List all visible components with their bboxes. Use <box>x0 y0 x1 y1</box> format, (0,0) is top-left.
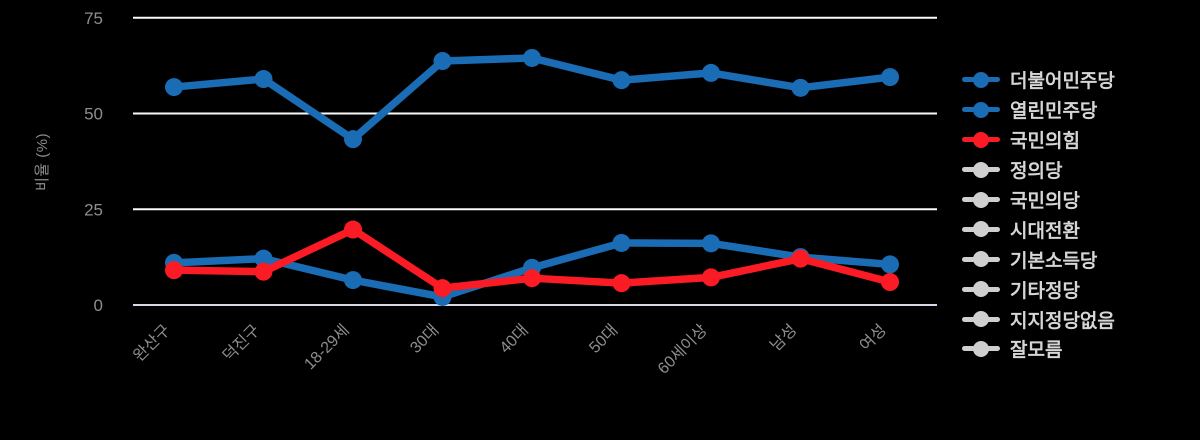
x-tick-label: 30대 <box>407 321 443 357</box>
data-point <box>344 271 362 290</box>
x-tick-labels: 완산구 덕진구 18-29세 30대 40대 50대 60세이상 남성 여성 <box>130 321 890 378</box>
legend-item-label: 열린민주당 <box>1010 101 1098 123</box>
legend-line-marker-icon <box>962 220 1000 238</box>
legend-item-지지정당없음[interactable]: 지지정당없음 <box>962 304 1115 334</box>
x-tick-label: 50대 <box>586 321 622 357</box>
y-tick-label: 75 <box>84 9 103 28</box>
data-point <box>702 63 720 82</box>
legend-line-marker-icon <box>962 101 1000 119</box>
legend-line-marker-icon <box>962 161 1000 179</box>
x-tick-label: 완산구 <box>130 321 174 365</box>
data-point <box>344 220 362 239</box>
x-tick-label: 여성 <box>856 321 890 355</box>
data-point <box>165 261 183 280</box>
data-point <box>702 268 720 287</box>
legend-item-label: 시대전환 <box>1010 220 1080 242</box>
data-point <box>612 233 631 252</box>
data-point <box>881 273 899 292</box>
legend-dot <box>973 131 989 148</box>
legend-item-label: 국민의힘 <box>1010 131 1080 153</box>
y-tick-label: 50 <box>84 105 103 124</box>
series-더불어민주당 <box>165 48 899 149</box>
gridlines <box>133 16 937 306</box>
legend-line-marker-icon <box>962 310 1000 328</box>
series-line <box>170 54 894 143</box>
legend-item-label: 기본소득당 <box>1010 250 1098 272</box>
legend-item-label: 잘모름 <box>1010 340 1063 362</box>
legend-dot <box>973 101 989 118</box>
legend-dot <box>973 251 989 268</box>
data-point <box>791 249 810 268</box>
data-point <box>523 48 541 67</box>
legend-item-label: 지지정당없음 <box>1010 310 1115 332</box>
legend-item-잘모름[interactable]: 잘모름 <box>962 334 1115 364</box>
legend-dot <box>973 71 989 88</box>
legend-dot <box>973 221 989 238</box>
legend-dot <box>973 281 989 298</box>
data-point <box>791 78 810 97</box>
data-point <box>344 130 362 149</box>
x-tick-label: 덕진구 <box>219 321 263 365</box>
legend-item-시대전환[interactable]: 시대전환 <box>962 214 1115 244</box>
legend-dot <box>973 161 989 178</box>
data-point <box>881 68 899 87</box>
legend-item-더불어민주당[interactable]: 더불어민주당 <box>962 65 1115 95</box>
data-point <box>523 269 541 288</box>
legend-item-기본소득당[interactable]: 기본소득당 <box>962 244 1115 274</box>
legend-item-label: 국민의당 <box>1010 191 1080 212</box>
data-point <box>433 279 452 298</box>
legend-dot <box>973 191 989 208</box>
legend-line-marker-icon <box>962 340 1000 358</box>
data-point <box>165 78 183 97</box>
data-point <box>254 70 273 89</box>
data-point <box>254 249 273 268</box>
legend-dot <box>973 311 989 328</box>
x-tick-label: 60세이상 <box>654 321 711 378</box>
x-tick-label: 남성 <box>767 321 801 355</box>
legend-item-label: 정의당 <box>1010 161 1063 183</box>
legend-item-국민의당[interactable]: 국민의당 <box>962 185 1115 215</box>
data-point <box>254 262 273 281</box>
x-tick-label: 18-29세 <box>301 321 353 373</box>
legend-item-정의당[interactable]: 정의당 <box>962 155 1115 185</box>
x-tick-label: 40대 <box>496 321 532 357</box>
y-axis-title: 비율 (%) <box>34 132 51 191</box>
data-point <box>702 234 720 253</box>
y-tick-labels: 0 25 50 75 <box>84 9 103 315</box>
legend-item-기타정당[interactable]: 기타정당 <box>962 274 1115 304</box>
legend-line-marker-icon <box>962 71 1000 89</box>
legend-item-국민의힘[interactable]: 국민의힘 <box>962 125 1115 155</box>
y-tick-label: 25 <box>84 200 103 219</box>
legend-line-marker-icon <box>962 250 1000 268</box>
data-point <box>612 274 631 293</box>
data-point <box>881 255 899 274</box>
y-tick-label: 0 <box>94 296 103 315</box>
legend-item-열린민주당[interactable]: 열린민주당 <box>962 95 1115 125</box>
legend-line-marker-icon <box>962 131 1000 149</box>
legend-line-marker-icon <box>962 280 1000 298</box>
data-point <box>612 71 631 90</box>
series-국민의힘 <box>165 220 899 298</box>
legend-dot <box>973 340 989 357</box>
legend-line-marker-icon <box>962 191 1000 209</box>
data-point <box>433 52 452 71</box>
legend-item-label: 더불어민주당 <box>1010 71 1115 93</box>
legend-item-label: 기타정당 <box>1010 280 1080 302</box>
